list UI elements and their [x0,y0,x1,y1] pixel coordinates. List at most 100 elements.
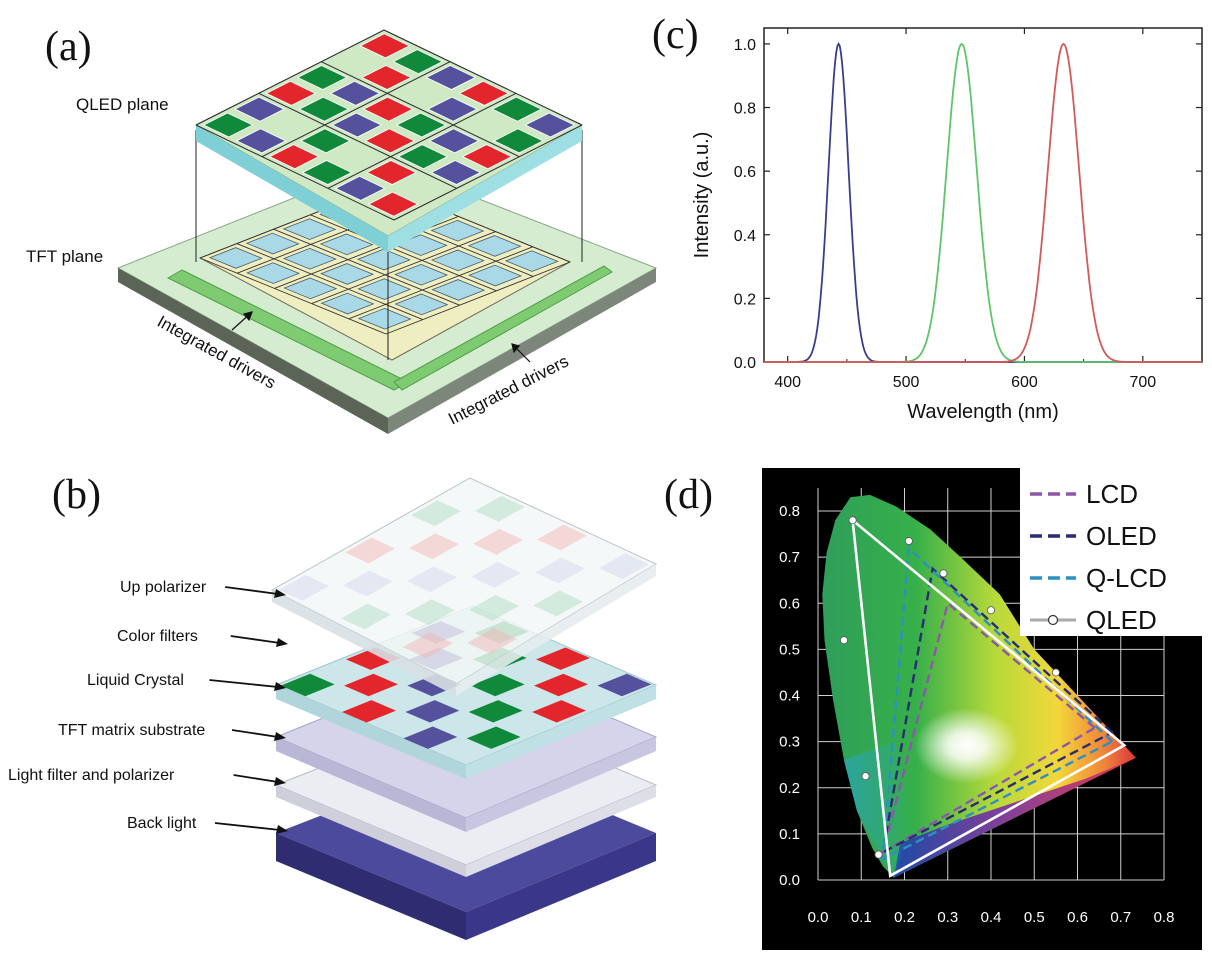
qled-marker [848,516,857,525]
tft-plane-label: TFT plane [26,247,103,266]
qled-subpixel [202,112,254,138]
y-tick-label: 0.0 [779,872,800,889]
x-tick-label: 0.2 [894,909,915,926]
qled-subpixel [367,191,419,217]
panel-b: (b) [8,472,658,940]
y-tick-label: 0.6 [734,164,756,181]
qled-grid-line [383,29,583,126]
x-tick-label: 0.4 [981,909,1002,926]
y-tick-label: 0.8 [734,101,756,118]
arrowhead-back-light [276,825,288,834]
qled-subpixel [491,96,543,122]
qled-plane-label: QLED plane [76,95,169,114]
tft-pixel [245,232,300,255]
arrow-up-polarizer [225,586,279,595]
label-light-filter-polarizer: Light filter and polarizer [8,767,175,784]
tft-pixel [283,277,338,300]
x-tick-label: 0.0 [808,909,829,926]
y-tick-label: 0.0 [734,355,756,372]
qled-subpixel [329,80,381,106]
arrowhead-color-filters [276,638,288,647]
color-filter-block [470,673,525,697]
arrowhead-tft-matrix-substrate [274,732,286,741]
integrated-driver-right [393,265,613,391]
qled-marker [1051,668,1060,677]
qled-grid-line [258,92,457,189]
tft-grid-line [273,228,460,306]
arrowhead-up-polarizer [274,589,286,598]
y-tick-label: 0.2 [734,291,756,308]
y-tick-label: 0.8 [779,503,800,520]
qled-subpixel [362,96,414,122]
tft-pixel [320,263,375,285]
panel-d-label: (d) [664,472,713,518]
qled-subpixel [392,49,444,75]
qled-subpixel [331,112,383,138]
polarizer-ghost-block [343,570,393,597]
qled-subpixel [397,144,449,170]
qled-marker [861,772,870,781]
qled-subpixel [300,128,351,154]
label-back-light: Back light [127,815,197,832]
legend-box [1020,468,1202,636]
polarizer-ghost-block [345,537,395,564]
legend-label-qled: QLED [1086,605,1157,635]
qled-subpixel [296,65,348,90]
color-filter-block [536,647,590,670]
tft-pixel [431,279,486,301]
x-tick-label: 0.8 [1154,909,1175,926]
polarizer-ghost-block [407,566,457,593]
tft-grid-line [199,257,387,335]
tft-grid-line [236,243,423,321]
tft-pixel [467,235,522,257]
y-tick-label: 0.2 [779,780,800,797]
qled-marker [874,850,883,859]
arrow-tft-matrix-substrate [231,729,279,738]
arrow-back-light [214,822,281,831]
panel-b-label: (b) [52,472,101,518]
qled-grid-line [261,61,451,158]
qled-subpixel [428,128,480,154]
tft-grid-line [348,246,533,320]
layer-up-polarizer [270,477,658,696]
qled-subpixel [268,144,320,170]
label-liquid-crystal: Liquid Crystal [87,672,184,689]
label-up-polarizer: Up polarizer [120,579,207,596]
color-filter-block [403,726,458,749]
y-tick-label: 1.0 [734,37,756,54]
tft-pixel [246,262,301,284]
qled-grid-line [393,124,583,221]
tft-pixel [282,218,337,240]
qled-subpixel [234,96,285,122]
polarizer-ghost-block [469,594,519,621]
polarizer-ghost-block [473,528,523,555]
qled-subpixel [493,128,544,154]
color-filter-block [405,700,460,723]
x-tick-label: 0.5 [1024,909,1045,926]
qled-subpixel [427,96,478,122]
color-filter-block [344,673,398,697]
tft-pixel [208,247,263,269]
y-tick-label: 0.4 [734,228,756,245]
x-tick-label: 0.7 [1110,909,1131,926]
tft-pixel [356,248,411,271]
qled-subpixel [524,112,576,138]
qled-subpixel [366,160,417,185]
polarizer-ghost-block [599,553,649,580]
y-tick-label: 0.7 [779,549,800,566]
x-tick-label: 0.3 [937,909,958,926]
qled-plane [194,29,584,252]
legend-marker-qled [1047,614,1059,626]
qled-subpixel [425,65,477,90]
qled-marker [939,569,948,578]
panel-c: (c) 400 500 600 700 0.0 0.2 0.4 0.6 0.8 1.0 Wavele… [652,12,1203,423]
tft-pixel [357,278,412,300]
y-tick-label: 0.6 [779,595,800,612]
spectrum-chart: 400 500 600 700 0.0 0.2 0.4 0.6 0.8 1.0 Wavelength… [691,27,1203,423]
polarizer-ghost-block [409,533,459,560]
layer-labels: Up polarizer Color filters Liquid Crystal T… [8,579,288,834]
qled-subpixel [430,160,482,185]
color-filter-block [534,673,588,697]
arrow-color-filters [230,635,281,644]
